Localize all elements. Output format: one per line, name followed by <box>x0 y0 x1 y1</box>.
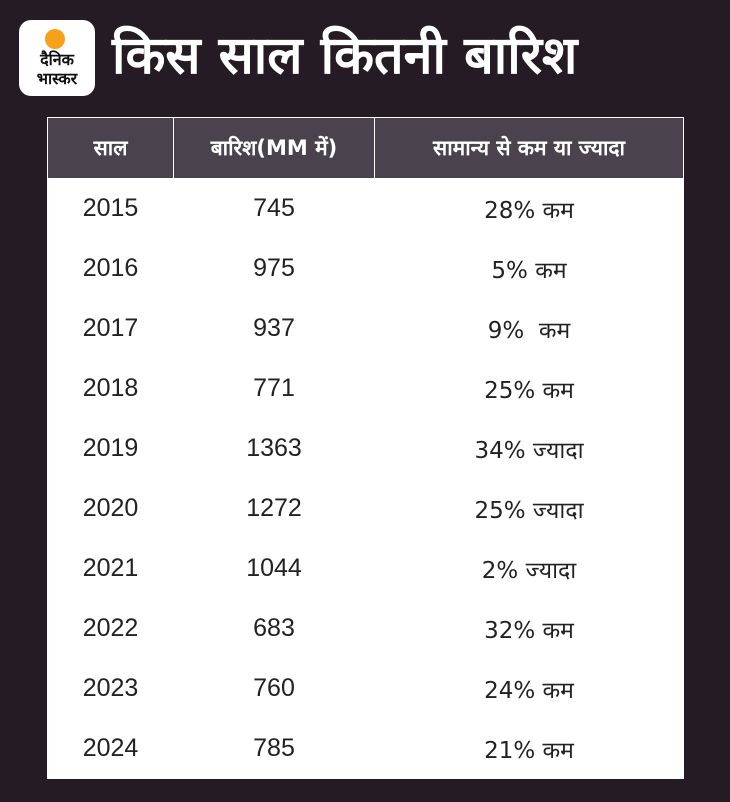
column-header-rainfall: बारिश(MM में) <box>173 117 375 179</box>
deviation-cell: 24% कम <box>374 658 684 719</box>
rainfall-cell: 683 <box>173 598 375 659</box>
deviation-cell: 25% ज्यादा <box>374 478 684 539</box>
deviation-cell: 9% कम <box>374 298 684 359</box>
table-row: 2015 745 28% कम <box>47 178 684 239</box>
deviation-cell: 21% कम <box>374 718 684 779</box>
dainik-bhaskar-logo: दैनिक भास्कर <box>19 20 95 96</box>
deviation-cell: 25% कम <box>374 358 684 419</box>
rainfall-cell: 760 <box>173 658 375 719</box>
column-header-deviation: सामान्य से कम या ज्यादा <box>374 117 684 179</box>
column-header-year: साल <box>47 117 174 179</box>
logo-text-line2: भास्कर <box>36 69 78 88</box>
rainfall-cell: 771 <box>173 358 375 419</box>
rainfall-cell: 1044 <box>173 538 375 599</box>
deviation-cell: 2% ज्यादा <box>374 538 684 599</box>
year-cell: 2023 <box>47 658 174 719</box>
year-cell: 2015 <box>47 178 174 239</box>
deviation-cell: 34% ज्यादा <box>374 418 684 479</box>
table-row: 2018 771 25% कम <box>47 358 684 419</box>
page-title: किस साल कितनी बारिश <box>112 26 578 86</box>
table-row: 2023 760 24% कम <box>47 658 684 719</box>
deviation-cell: 5% कम <box>374 238 684 299</box>
rainfall-cell: 975 <box>173 238 375 299</box>
year-cell: 2024 <box>47 718 174 779</box>
year-cell: 2017 <box>47 298 174 359</box>
logo-text-line1: दैनिक <box>40 50 74 69</box>
table-header-row: साल बारिश(MM में) सामान्य से कम या ज्याद… <box>47 117 684 179</box>
rainfall-cell: 1272 <box>173 478 375 539</box>
year-cell: 2021 <box>47 538 174 599</box>
rainfall-cell: 937 <box>173 298 375 359</box>
table-row: 2022 683 32% कम <box>47 598 684 659</box>
deviation-cell: 28% कम <box>374 178 684 239</box>
year-cell: 2019 <box>47 418 174 479</box>
year-cell: 2020 <box>47 478 174 539</box>
rainfall-cell: 745 <box>173 178 375 239</box>
rainfall-cell: 1363 <box>173 418 375 479</box>
sun-icon <box>45 29 65 49</box>
year-cell: 2018 <box>47 358 174 419</box>
table-row: 2020 1272 25% ज्यादा <box>47 478 684 539</box>
table-row: 2016 975 5% कम <box>47 238 684 299</box>
table-row: 2017 937 9% कम <box>47 298 684 359</box>
table-row: 2019 1363 34% ज्यादा <box>47 418 684 479</box>
table-row: 2024 785 21% कम <box>47 718 684 779</box>
rainfall-cell: 785 <box>173 718 375 779</box>
year-cell: 2016 <box>47 238 174 299</box>
table-row: 2021 1044 2% ज्यादा <box>47 538 684 599</box>
rainfall-table: साल बारिश(MM में) सामान्य से कम या ज्याद… <box>47 117 684 779</box>
deviation-cell: 32% कम <box>374 598 684 659</box>
year-cell: 2022 <box>47 598 174 659</box>
